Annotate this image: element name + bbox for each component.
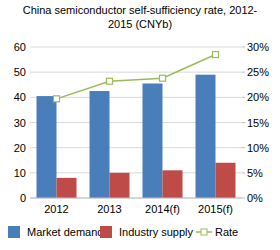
y-tick-label: 0: [20, 192, 26, 204]
bar: [90, 91, 110, 198]
y2-tick: [242, 47, 245, 48]
marker: [54, 96, 60, 102]
y2-tick-label: 15%: [247, 117, 269, 129]
x-tick-label: 2014(f): [145, 203, 180, 215]
legend-swatch: [8, 226, 20, 238]
legend-marker: [201, 229, 207, 235]
y-tick-label: 60: [14, 41, 26, 53]
x-tick-label: 2015(f): [198, 203, 233, 215]
y-tick-label: 50: [14, 66, 26, 78]
line: [57, 55, 216, 99]
x-tick-label: 2013: [97, 203, 121, 215]
bar: [216, 163, 236, 198]
y2-tick-label: 30%: [247, 41, 269, 53]
bar: [110, 173, 130, 198]
y2-tick-label: 25%: [247, 66, 269, 78]
y2-tick: [242, 97, 245, 98]
chart-title: China semiconductor self-sufficiency rat…: [20, 3, 260, 31]
bar: [143, 83, 163, 198]
bar: [37, 96, 57, 198]
y-tick-label: 40: [14, 91, 26, 103]
legend-label: Industry supply: [119, 226, 193, 238]
y2-tick: [242, 198, 245, 199]
y2-tick: [242, 122, 245, 123]
plot-marks: [37, 52, 236, 198]
legend-label: Market demand: [27, 226, 103, 238]
bar: [163, 170, 183, 198]
y2-tick: [242, 72, 245, 73]
y2-tick: [242, 147, 245, 148]
y2-tick-label: 10%: [247, 142, 269, 154]
bar: [57, 178, 77, 198]
y-tick-label: 30: [14, 117, 26, 129]
y2-tick-label: 5%: [247, 167, 263, 179]
x-tick-label: 2012: [44, 203, 68, 215]
chart: 0 10 20 30 40 50 60 0% 5% 10% 15% 20% 25% 30% 2012 2013…: [0, 0, 280, 250]
marker: [107, 78, 113, 84]
y-tick-label: 10: [14, 167, 26, 179]
grid-line: [30, 47, 242, 48]
grid-line: [30, 198, 242, 199]
y2-tick-label: 0%: [247, 192, 263, 204]
y2-tick-label: 20%: [247, 91, 269, 103]
grid-line: [30, 72, 242, 73]
x-axis: [30, 198, 242, 199]
marker: [213, 52, 219, 58]
legend-swatch: [100, 226, 112, 238]
bar: [196, 75, 216, 198]
y2-tick: [242, 172, 245, 173]
y-tick-label: 20: [14, 142, 26, 154]
marker: [160, 75, 166, 81]
legend-label: Rate: [215, 226, 238, 238]
